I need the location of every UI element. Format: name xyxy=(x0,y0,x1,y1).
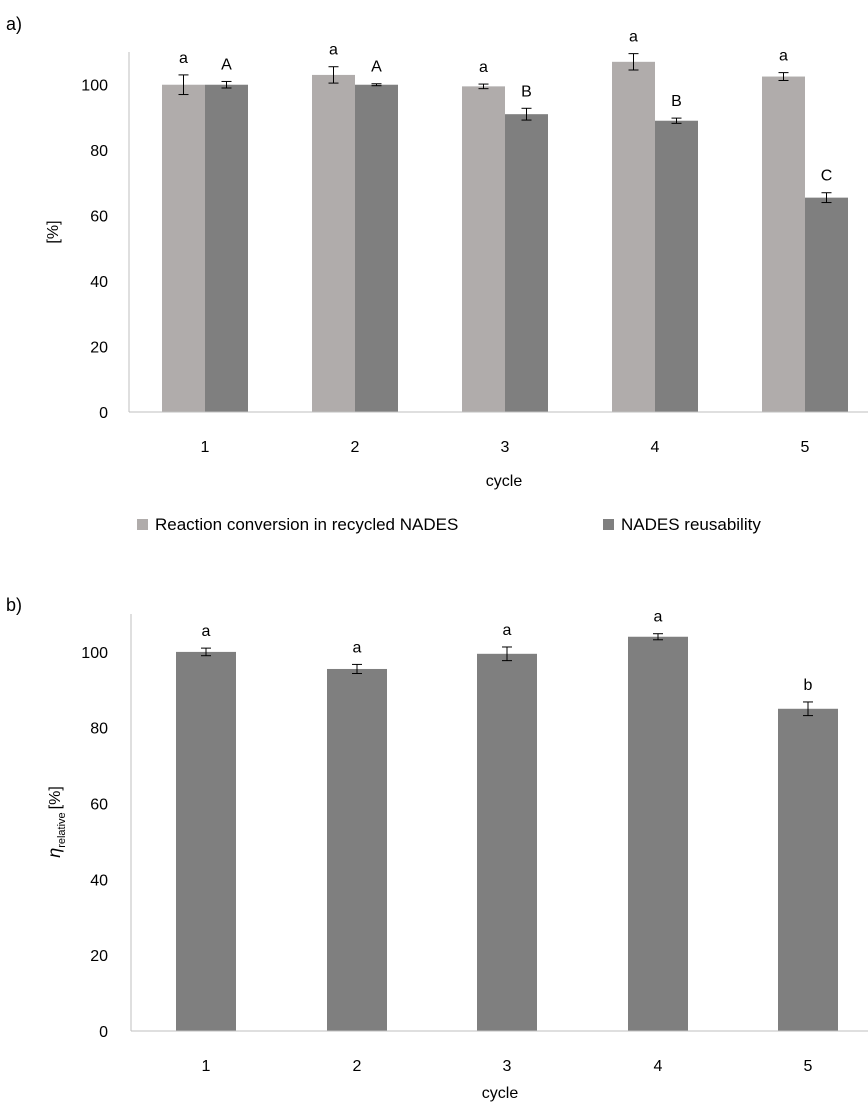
y-tick-label: 20 xyxy=(90,340,108,357)
x-tick-label: 2 xyxy=(351,439,360,456)
bar xyxy=(778,708,838,1031)
panel-b-label: b) xyxy=(6,595,22,615)
x-tick-label: 5 xyxy=(804,1058,813,1075)
bar xyxy=(327,668,387,1031)
bar xyxy=(628,636,688,1031)
chart-a-bars xyxy=(162,61,848,413)
y-tick-label: 40 xyxy=(90,872,108,889)
significance-letter: a xyxy=(503,622,512,639)
chart-a-significance-letters: a a a a a A A B B C xyxy=(179,29,832,185)
bar xyxy=(477,653,537,1031)
significance-letter: a xyxy=(629,29,638,46)
significance-letter: C xyxy=(821,168,833,185)
significance-letter: a xyxy=(353,639,362,656)
significance-letter: a xyxy=(179,50,188,67)
chart-a: a) a a a a a A A B B C 0 20 40 60 80 100 1 2 3 4 5 [%] cyc… xyxy=(6,14,868,534)
legend-label-nades-reusability: NADES reusability xyxy=(621,515,761,534)
legend-label-reaction-conversion: Reaction conversion in recycled NADES xyxy=(155,515,458,534)
chart-b-y-tick-labels: 0 20 40 60 80 100 xyxy=(81,645,108,1041)
chart-a-error-bars xyxy=(178,53,832,204)
chart-a-y-axis-label: [%] xyxy=(45,220,62,243)
legend-swatch-nades-reusability xyxy=(603,519,614,530)
x-tick-label: 2 xyxy=(353,1058,362,1075)
bar xyxy=(355,84,398,413)
chart-b-bars xyxy=(176,636,838,1031)
bar xyxy=(312,74,355,412)
bar xyxy=(612,61,655,413)
bar xyxy=(162,84,205,413)
x-tick-label: 1 xyxy=(201,439,210,456)
x-tick-label: 3 xyxy=(501,439,510,456)
bar xyxy=(205,84,248,413)
bar xyxy=(655,120,698,413)
y-tick-label: 100 xyxy=(81,78,108,95)
chart-a-y-tick-labels: 0 20 40 60 80 100 xyxy=(81,78,108,422)
significance-letter: B xyxy=(671,93,682,110)
y-tick-label: 60 xyxy=(90,797,108,814)
y-tick-label: 0 xyxy=(99,1024,108,1041)
y-tick-label: 100 xyxy=(81,645,108,662)
y-tick-label: 20 xyxy=(90,948,108,965)
y-tick-label: 60 xyxy=(90,209,108,226)
significance-letter: a xyxy=(479,59,488,76)
chart-b-error-bars xyxy=(201,633,813,717)
legend-swatch-reaction-conversion xyxy=(137,519,148,530)
x-tick-label: 4 xyxy=(651,439,660,456)
x-tick-label: 1 xyxy=(202,1058,211,1075)
x-tick-label: 5 xyxy=(801,439,810,456)
x-tick-label: 4 xyxy=(654,1058,663,1075)
bar xyxy=(805,197,848,412)
panel-a-label: a) xyxy=(6,14,22,34)
bar xyxy=(176,651,236,1031)
chart-b-significance-letters: a a a a b xyxy=(202,609,813,694)
significance-letter: A xyxy=(371,59,382,76)
chart-b-x-tick-labels: 1 2 3 4 5 xyxy=(202,1058,813,1075)
chart-b-x-axis-label: cycle xyxy=(482,1085,519,1102)
chart-b: b) a a a a b 0 20 40 60 80 100 1 2 3 4 5 ηrelative[%]… xyxy=(6,595,868,1102)
y-tick-label: 80 xyxy=(90,721,108,738)
chart-b-y-axis-label: ηrelative[%] xyxy=(44,786,68,858)
significance-letter: a xyxy=(654,609,663,626)
significance-letter: a xyxy=(779,48,788,65)
bar xyxy=(462,86,505,412)
bar xyxy=(505,114,548,412)
bar xyxy=(762,76,805,412)
significance-letter: a xyxy=(329,42,338,59)
y-tick-label: 0 xyxy=(99,405,108,422)
significance-letter: A xyxy=(221,56,232,73)
significance-letter: b xyxy=(804,677,813,694)
y-tick-label: 40 xyxy=(90,274,108,291)
chart-a-x-tick-labels: 1 2 3 4 5 xyxy=(201,439,810,456)
y-tick-label: 80 xyxy=(90,143,108,160)
significance-letter: B xyxy=(521,83,532,100)
chart-a-legend: Reaction conversion in recycled NADES NA… xyxy=(137,515,761,534)
significance-letter: a xyxy=(202,623,211,640)
chart-a-x-axis-label: cycle xyxy=(486,473,523,490)
x-tick-label: 3 xyxy=(503,1058,512,1075)
